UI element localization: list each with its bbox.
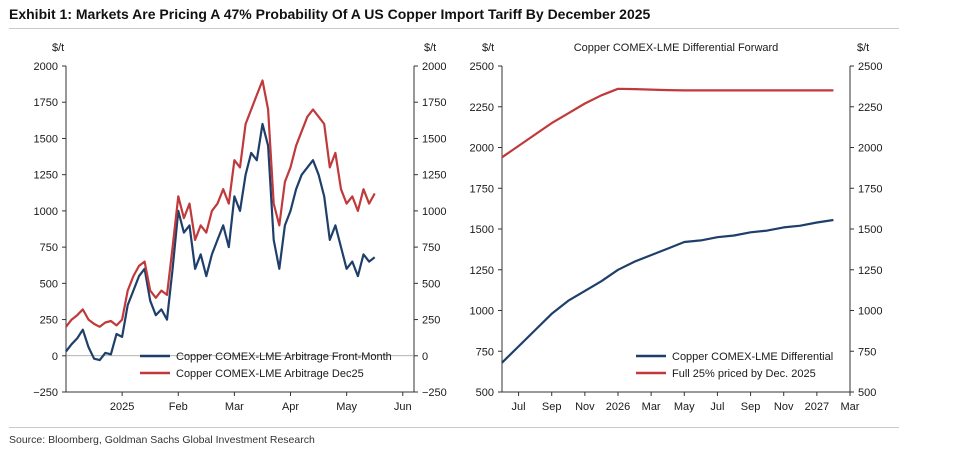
right-chart-title: Copper COMEX-LME Differential Forward (574, 42, 779, 54)
left-xtick-label: Apr (282, 401, 299, 413)
left-xtick-label: 2025 (110, 401, 134, 413)
right-ytick-left-label: 2500 (470, 61, 494, 73)
right-xtick-label: 2026 (606, 401, 630, 413)
left-ytick-right-label: −250 (422, 387, 447, 399)
left-ytick-right-label: 1750 (422, 97, 446, 109)
right-ytick-right-label: 1750 (858, 183, 882, 195)
left-legend-label: Copper COMEX-LME Arbitrage Dec25 (176, 368, 364, 380)
left-ytick-left-label: −250 (33, 387, 58, 399)
right-xtick-label: Sep (741, 401, 761, 413)
right-xtick-label: Jul (512, 401, 526, 413)
exhibit-title: Exhibit 1: Markets Are Pricing A 47% Pro… (9, 6, 651, 22)
right-chart: $/t $/t Copper COMEX-LME Differential Fo… (470, 42, 883, 413)
right-legend-label: Full 25% priced by Dec. 2025 (672, 368, 816, 380)
left-ytick-left-label: 1250 (34, 170, 58, 182)
right-series-0-line (501, 218, 834, 364)
left-xtick-label: Jun (394, 401, 412, 413)
left-ytick-left-label: 2000 (34, 61, 58, 73)
left-xtick-label: Feb (169, 401, 188, 413)
left-ytick-right-label: 0 (422, 351, 428, 363)
left-ytick-left-label: 500 (40, 278, 58, 290)
left-ytick-right-label: 1000 (422, 206, 446, 218)
left-ytick-right-label: 500 (422, 278, 440, 290)
left-series-1-line (65, 79, 376, 328)
right-xtick-label: May (674, 401, 695, 413)
right-ytick-left-label: 2000 (470, 143, 494, 155)
left-ytick-right-label: 250 (422, 315, 440, 327)
left-ytick-left-label: 1750 (34, 97, 58, 109)
left-ytick-left-label: 1000 (34, 206, 58, 218)
charts-canvas: $/t $/t −250 −250 0 0 250 250 500 500 750 750 1000… (33, 42, 883, 413)
left-ytick-right-label: 1500 (422, 133, 446, 145)
right-ytick-right-label: 500 (858, 387, 876, 399)
left-ytick-left-label: 250 (40, 315, 58, 327)
left-ytick-right-label: 1250 (422, 170, 446, 182)
right-xtick-label: Mar (841, 401, 860, 413)
right-ytick-left-label: 750 (476, 346, 494, 358)
right-chart-ylabel-left: $/t (482, 42, 494, 54)
source-note: Source: Bloomberg, Goldman Sachs Global … (9, 434, 315, 446)
left-ytick-right-label: 2000 (422, 61, 446, 73)
right-ytick-left-label: 1750 (470, 183, 494, 195)
left-ytick-left-label: 0 (52, 351, 58, 363)
right-chart-ylabel-right: $/t (857, 42, 869, 54)
right-ytick-right-label: 2000 (858, 143, 882, 155)
right-ytick-right-label: 2250 (858, 102, 882, 114)
right-ytick-left-label: 500 (476, 387, 494, 399)
left-ytick-left-label: 1500 (34, 133, 58, 145)
left-ytick-right-label: 750 (422, 242, 440, 254)
right-ytick-right-label: 1250 (858, 265, 882, 277)
title-divider (9, 28, 899, 29)
right-ytick-right-label: 750 (858, 346, 876, 358)
right-series-1-line (501, 87, 834, 159)
left-xtick-label: May (336, 401, 357, 413)
right-ytick-left-label: 2250 (470, 102, 494, 114)
right-xtick-label: Jul (710, 401, 724, 413)
right-ytick-left-label: 1250 (470, 265, 494, 277)
right-xtick-label: Sep (542, 401, 562, 413)
left-ytick-left-label: 750 (40, 242, 58, 254)
right-legend-label: Copper COMEX-LME Differential (672, 351, 833, 363)
left-chart-ylabel-right: $/t (424, 42, 436, 54)
right-ytick-right-label: 1500 (858, 224, 882, 236)
source-divider (9, 427, 899, 428)
right-ytick-right-label: 1000 (858, 306, 882, 318)
right-xtick-label: Mar (642, 401, 661, 413)
right-ytick-right-label: 2500 (858, 61, 882, 73)
right-xtick-label: 2027 (805, 401, 829, 413)
right-ytick-left-label: 1500 (470, 224, 494, 236)
left-legend-label: Copper COMEX-LME Arbitrage Front-Month (176, 351, 392, 363)
left-series-0-line (65, 122, 376, 362)
right-ytick-left-label: 1000 (470, 306, 494, 318)
left-chart: $/t $/t −250 −250 0 0 250 250 500 500 750 750 1000… (33, 42, 447, 413)
left-chart-ylabel-left: $/t (52, 42, 64, 54)
right-xtick-label: Nov (575, 401, 595, 413)
right-xtick-label: Nov (774, 401, 794, 413)
left-xtick-label: Mar (225, 401, 244, 413)
